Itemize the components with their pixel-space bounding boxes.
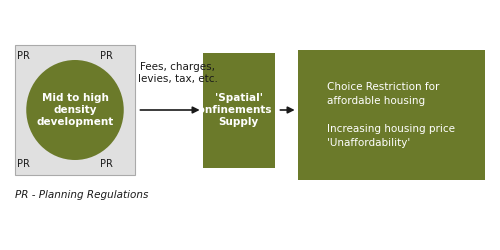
FancyBboxPatch shape xyxy=(298,50,485,180)
Text: Fees, charges,
levies, tax, etc.: Fees, charges, levies, tax, etc. xyxy=(138,62,218,84)
FancyBboxPatch shape xyxy=(202,52,275,168)
Text: PR - Planning Regulations: PR - Planning Regulations xyxy=(15,190,148,200)
Text: PR: PR xyxy=(100,159,112,169)
Text: PR: PR xyxy=(18,159,30,169)
Text: 'Spatial'
Confinements of
Supply: 'Spatial' Confinements of Supply xyxy=(190,94,287,126)
Ellipse shape xyxy=(26,60,124,160)
Text: PR: PR xyxy=(100,51,112,61)
Text: Mid to high
density
development: Mid to high density development xyxy=(36,94,114,126)
Text: PR: PR xyxy=(18,51,30,61)
FancyBboxPatch shape xyxy=(15,45,135,175)
Text: Choice Restriction for
affordable housing

Increasing housing price
'Unaffordabi: Choice Restriction for affordable housin… xyxy=(327,82,455,148)
